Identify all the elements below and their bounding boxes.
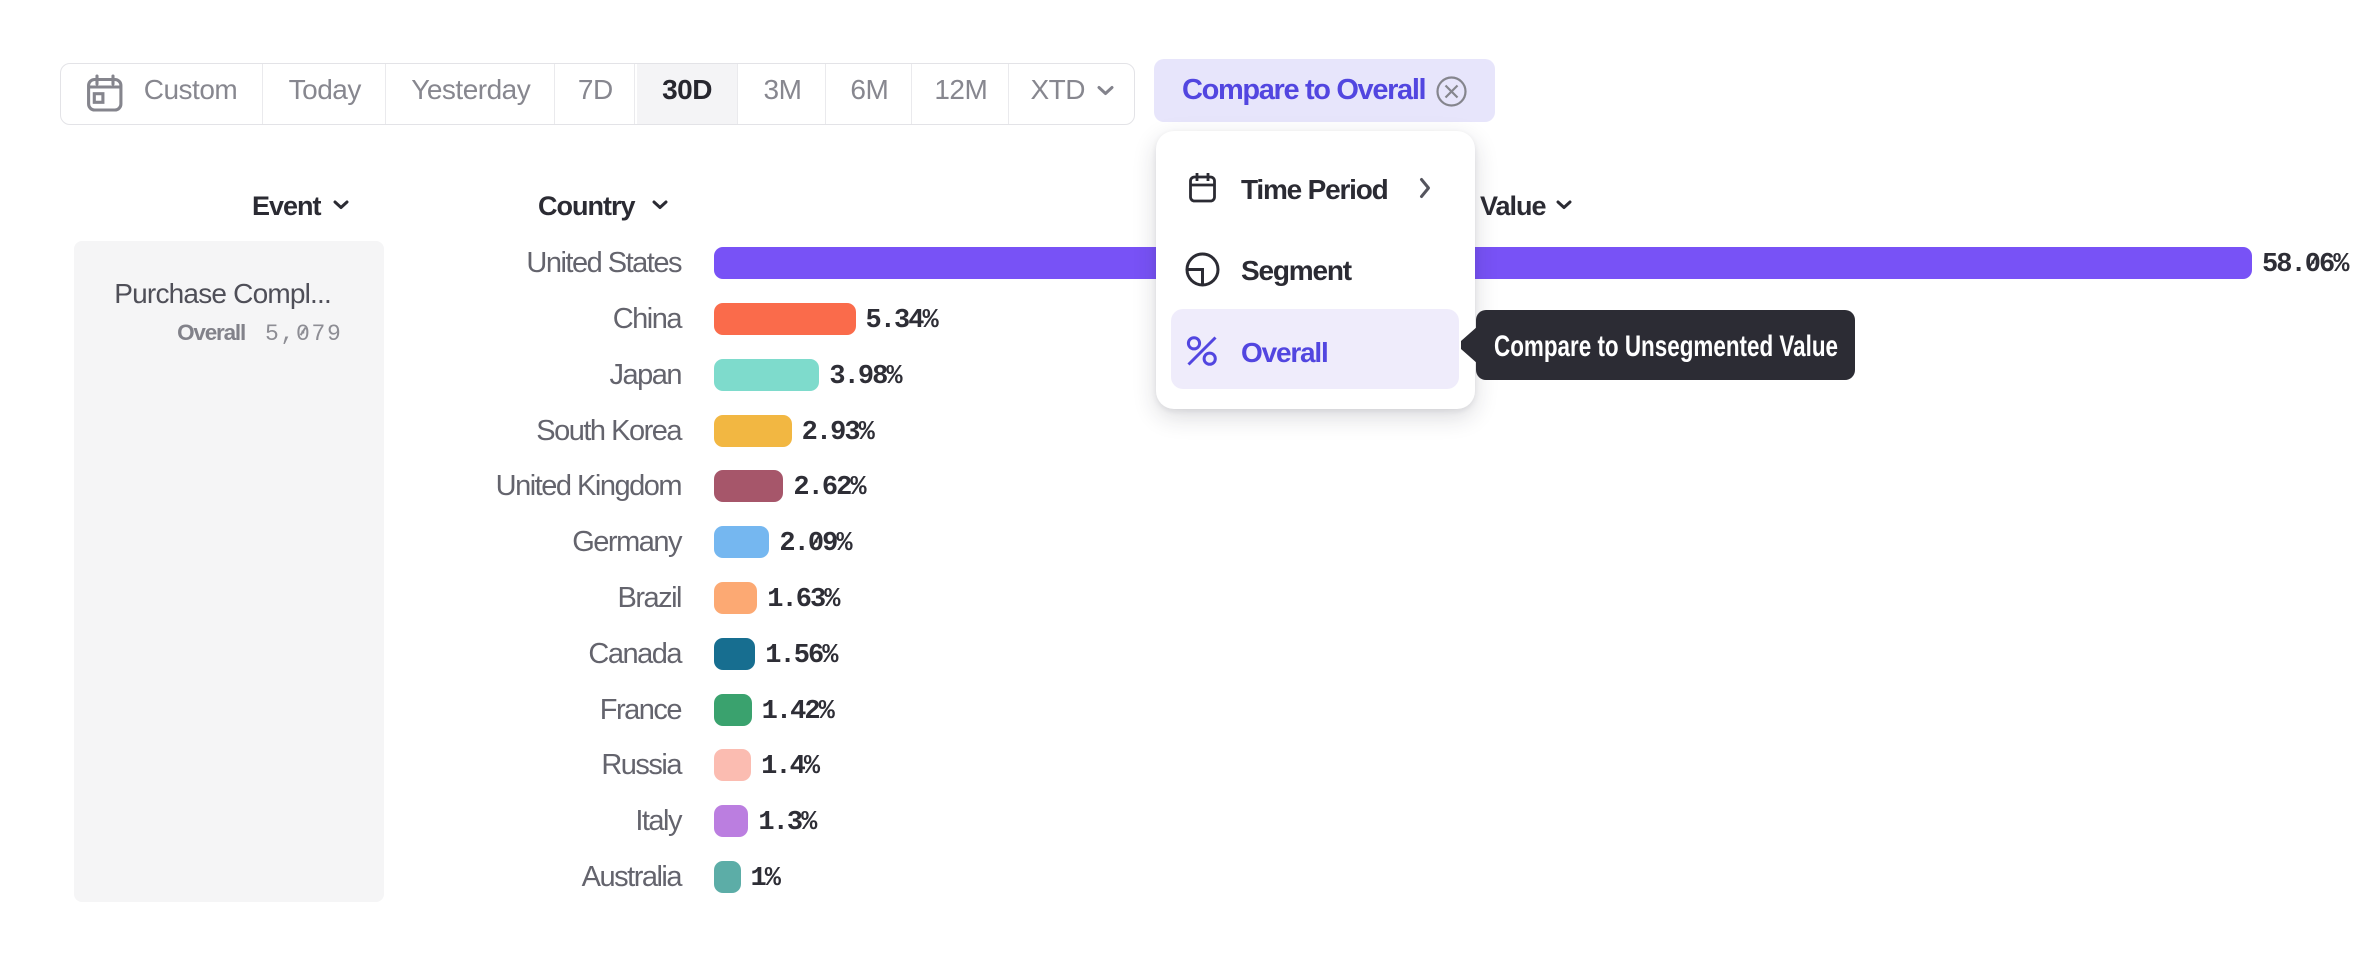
svg-text:Compare to Unsegmented Value: Compare to Unsegmented Value	[1494, 330, 1838, 363]
